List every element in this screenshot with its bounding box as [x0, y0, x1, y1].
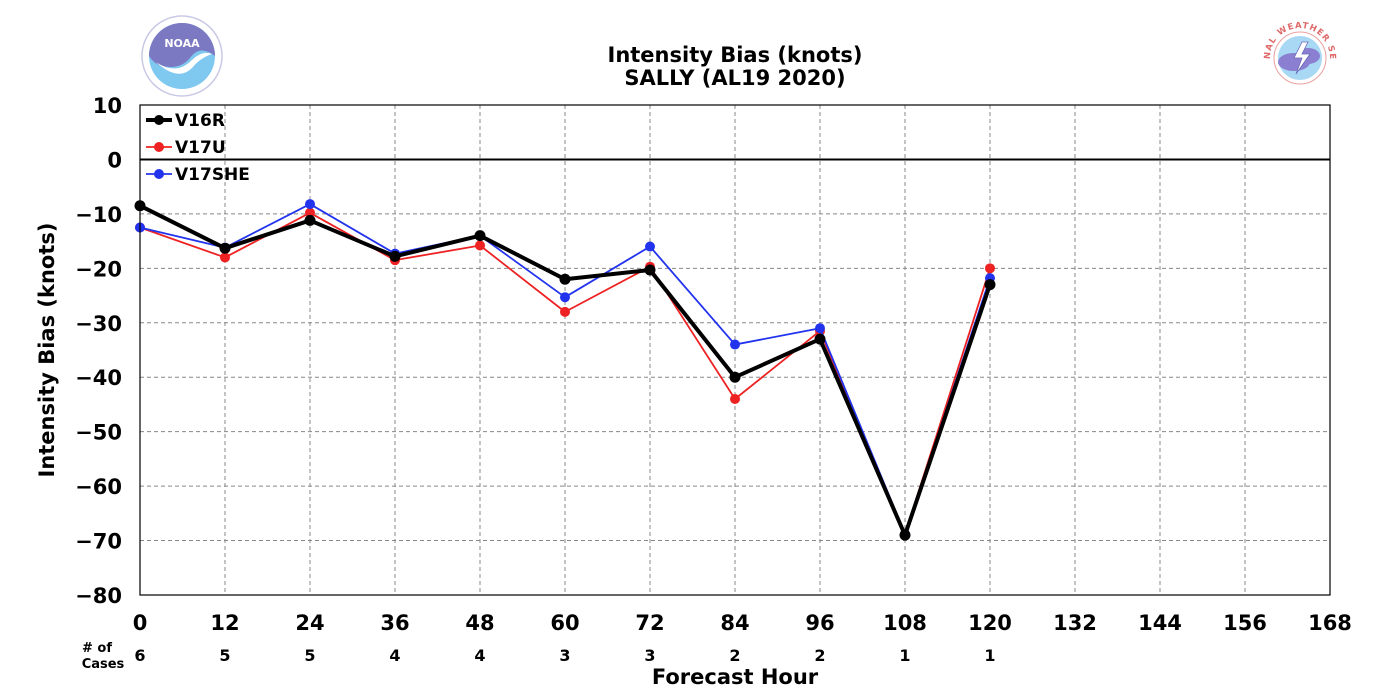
- case-count: 5: [219, 646, 230, 665]
- data-point-v17she: [560, 292, 570, 303]
- y-tick-label: −10: [75, 203, 122, 227]
- data-point-v17she: [645, 241, 655, 252]
- noaa-logo-icon: NOAA: [141, 15, 223, 97]
- case-count: 3: [644, 646, 655, 665]
- data-point-v16r: [899, 529, 911, 541]
- x-tick-labels: 0 12 24 36 48 60 72 84 96 108 120 132 144 156 168: [133, 611, 1352, 635]
- case-count-row: # of Cases 6 5 5 4 4 3 3 2 2 1 1: [82, 641, 996, 672]
- x-tick-label: 48: [465, 611, 494, 635]
- legend-item-v16r: V16R: [146, 111, 225, 131]
- data-point-v17she: [730, 339, 740, 350]
- legend-label: V17SHE: [175, 165, 250, 185]
- x-tick-label: 12: [210, 611, 239, 635]
- x-tick-label: 84: [720, 611, 749, 635]
- y-tick-label: −70: [75, 530, 122, 554]
- chart-title: Intensity Bias (knots): [608, 43, 863, 67]
- x-tick-label: 156: [1223, 611, 1267, 635]
- case-count: 2: [729, 646, 740, 665]
- data-point-v16r: [644, 264, 656, 276]
- x-tick-label: 108: [883, 611, 927, 635]
- grid-lines: [140, 105, 1330, 595]
- y-tick-label: −50: [75, 421, 122, 445]
- x-tick-label: 120: [968, 611, 1012, 635]
- case-count: 4: [474, 646, 485, 665]
- noaa-logo-text: NOAA: [164, 37, 200, 50]
- legend-item-v17u: V17U: [146, 138, 226, 158]
- data-point-v17u: [475, 240, 485, 251]
- y-tick-label: −60: [75, 475, 122, 499]
- case-count: 2: [814, 646, 825, 665]
- data-point-v16r: [984, 279, 996, 291]
- data-point-v16r: [559, 273, 571, 285]
- x-tick-label: 72: [635, 611, 664, 635]
- data-point-v17she: [815, 323, 825, 334]
- legend-swatch-marker: [154, 169, 164, 179]
- case-count: 1: [984, 646, 995, 665]
- y-tick-label: −30: [75, 312, 122, 336]
- data-point-v17u: [560, 306, 570, 317]
- series-layer: [134, 199, 996, 541]
- y-tick-label: −20: [75, 257, 122, 281]
- data-point-v16r: [729, 371, 741, 383]
- case-count: 3: [559, 646, 570, 665]
- y-tick-label: −80: [75, 584, 122, 608]
- cases-label-line-2: Cases: [82, 657, 125, 672]
- x-tick-label: 24: [295, 611, 324, 635]
- data-point-v16r: [304, 214, 316, 226]
- x-tick-label: 36: [380, 611, 409, 635]
- y-tick-label: 0: [107, 148, 122, 172]
- chart-subtitle: SALLY (AL19 2020): [624, 66, 845, 90]
- case-count: 6: [134, 646, 145, 665]
- cases-label-line-1: # of: [82, 641, 112, 656]
- x-tick-label: 132: [1053, 611, 1097, 635]
- y-tick-label: −40: [75, 366, 122, 390]
- y-tick-labels: 10 0 −10 −20 −30 −40 −50 −60 −70 −80: [75, 94, 122, 608]
- legend-label: V16R: [175, 111, 225, 131]
- legend-item-v17she: V17SHE: [146, 165, 250, 185]
- data-point-v17u: [220, 252, 230, 263]
- data-point-v16r: [219, 242, 231, 254]
- data-point-v17u: [985, 263, 995, 274]
- x-tick-label: 60: [550, 611, 579, 635]
- legend-swatch-marker: [154, 115, 164, 125]
- case-count: 5: [304, 646, 315, 665]
- data-point-v17u: [730, 394, 740, 404]
- case-count: 4: [389, 646, 400, 665]
- series-v17she: [135, 199, 995, 540]
- data-point-v17u: [305, 207, 315, 218]
- nws-logo-icon: NATIONAL WEATHER SERVICE: [1258, 14, 1336, 85]
- x-tick-label: 168: [1308, 611, 1352, 635]
- y-axis-label: Intensity Bias (knots): [35, 223, 59, 478]
- x-tick-label: 144: [1138, 611, 1182, 635]
- legend-swatch-marker: [154, 142, 164, 152]
- data-point-v16r: [389, 250, 401, 262]
- data-point-v16r: [814, 333, 826, 345]
- x-axis-label: Forecast Hour: [652, 665, 819, 689]
- y-tick-label: 10: [93, 94, 122, 118]
- x-tick-label: 0: [133, 611, 148, 635]
- case-count: 1: [899, 646, 910, 665]
- legend: V16R V17U V17SHE: [146, 111, 250, 185]
- series-v16r: [134, 200, 996, 541]
- legend-label: V17U: [175, 138, 226, 158]
- data-point-v17she: [305, 199, 315, 210]
- data-point-v16r: [474, 230, 486, 242]
- plot-frame: [139, 104, 1331, 596]
- x-tick-label: 96: [805, 611, 834, 635]
